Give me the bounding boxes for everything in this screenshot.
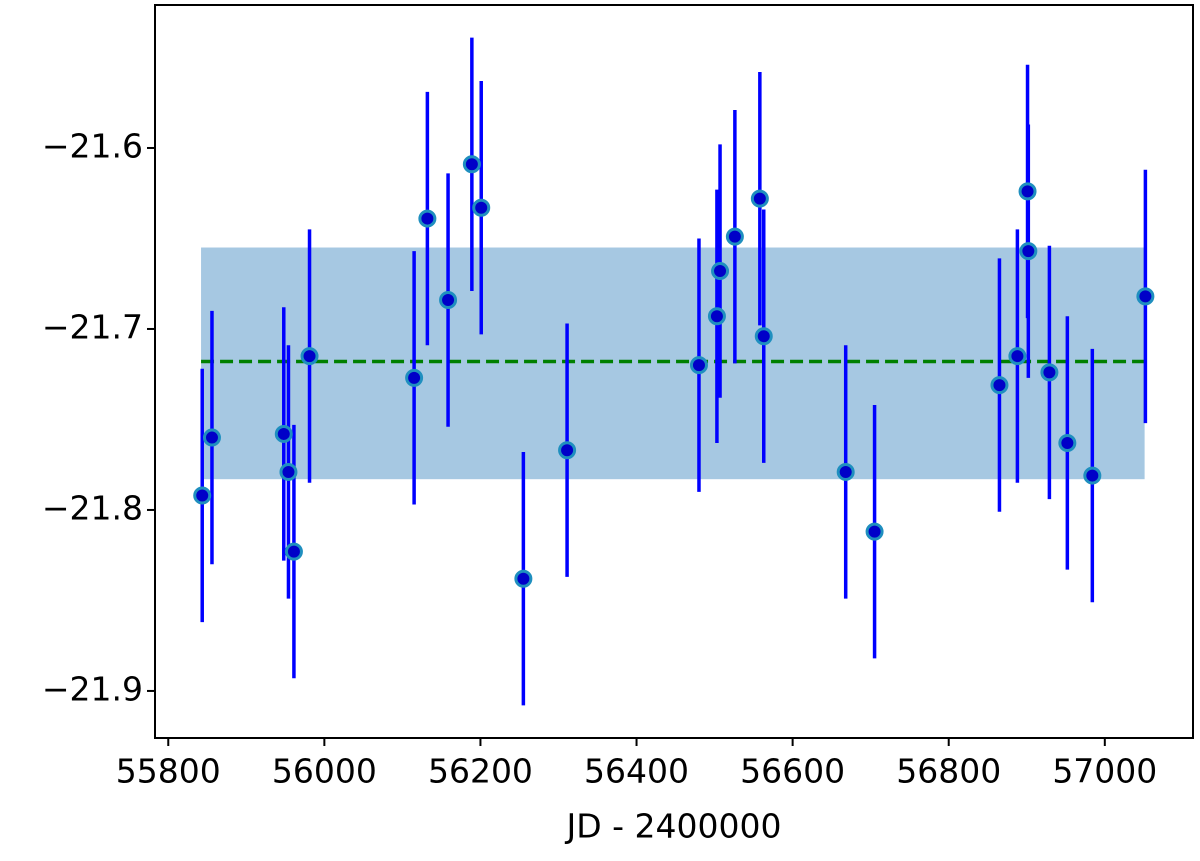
data-point [300, 347, 319, 366]
data-point [1008, 347, 1027, 366]
data-point [1136, 287, 1155, 306]
data-point [1058, 433, 1077, 452]
x-axis-label: JD - 2400000 [565, 807, 782, 846]
data-point [558, 441, 577, 460]
y-tick-label: −21.9 [42, 669, 143, 708]
data-point [1019, 242, 1038, 261]
data-point [725, 227, 744, 246]
data-point [865, 522, 884, 541]
y-tick-label: −21.6 [42, 126, 143, 165]
data-point [1040, 363, 1059, 382]
data-point [707, 307, 726, 326]
x-tick-label: 57000 [1052, 752, 1157, 791]
x-tick-label: 56400 [584, 752, 689, 791]
data-point [405, 368, 424, 387]
data-point [284, 542, 303, 561]
data-point [1018, 182, 1037, 201]
data-point [193, 486, 212, 505]
data-point [439, 291, 458, 310]
data-point [689, 356, 708, 375]
y-tick-label: −21.8 [42, 488, 143, 527]
data-point [274, 424, 293, 443]
axes-frame [154, 4, 1194, 739]
data-point [754, 327, 773, 346]
data-point [462, 155, 481, 174]
y-tick-label: −21.7 [42, 307, 143, 346]
data-point [202, 428, 221, 447]
std-band [201, 247, 1145, 480]
data-point [750, 189, 769, 208]
data-point [279, 462, 298, 481]
x-tick-label: 56000 [272, 752, 377, 791]
data-point [711, 262, 730, 281]
x-tick-label: 56200 [428, 752, 533, 791]
x-tick-label: 55800 [116, 752, 221, 791]
x-tick-label: 56600 [740, 752, 845, 791]
data-point [514, 569, 533, 588]
data-point [836, 462, 855, 481]
data-point [418, 209, 437, 228]
data-point [472, 198, 491, 217]
data-point [990, 376, 1009, 395]
data-point [1083, 466, 1102, 485]
x-tick-label: 56800 [896, 752, 1001, 791]
